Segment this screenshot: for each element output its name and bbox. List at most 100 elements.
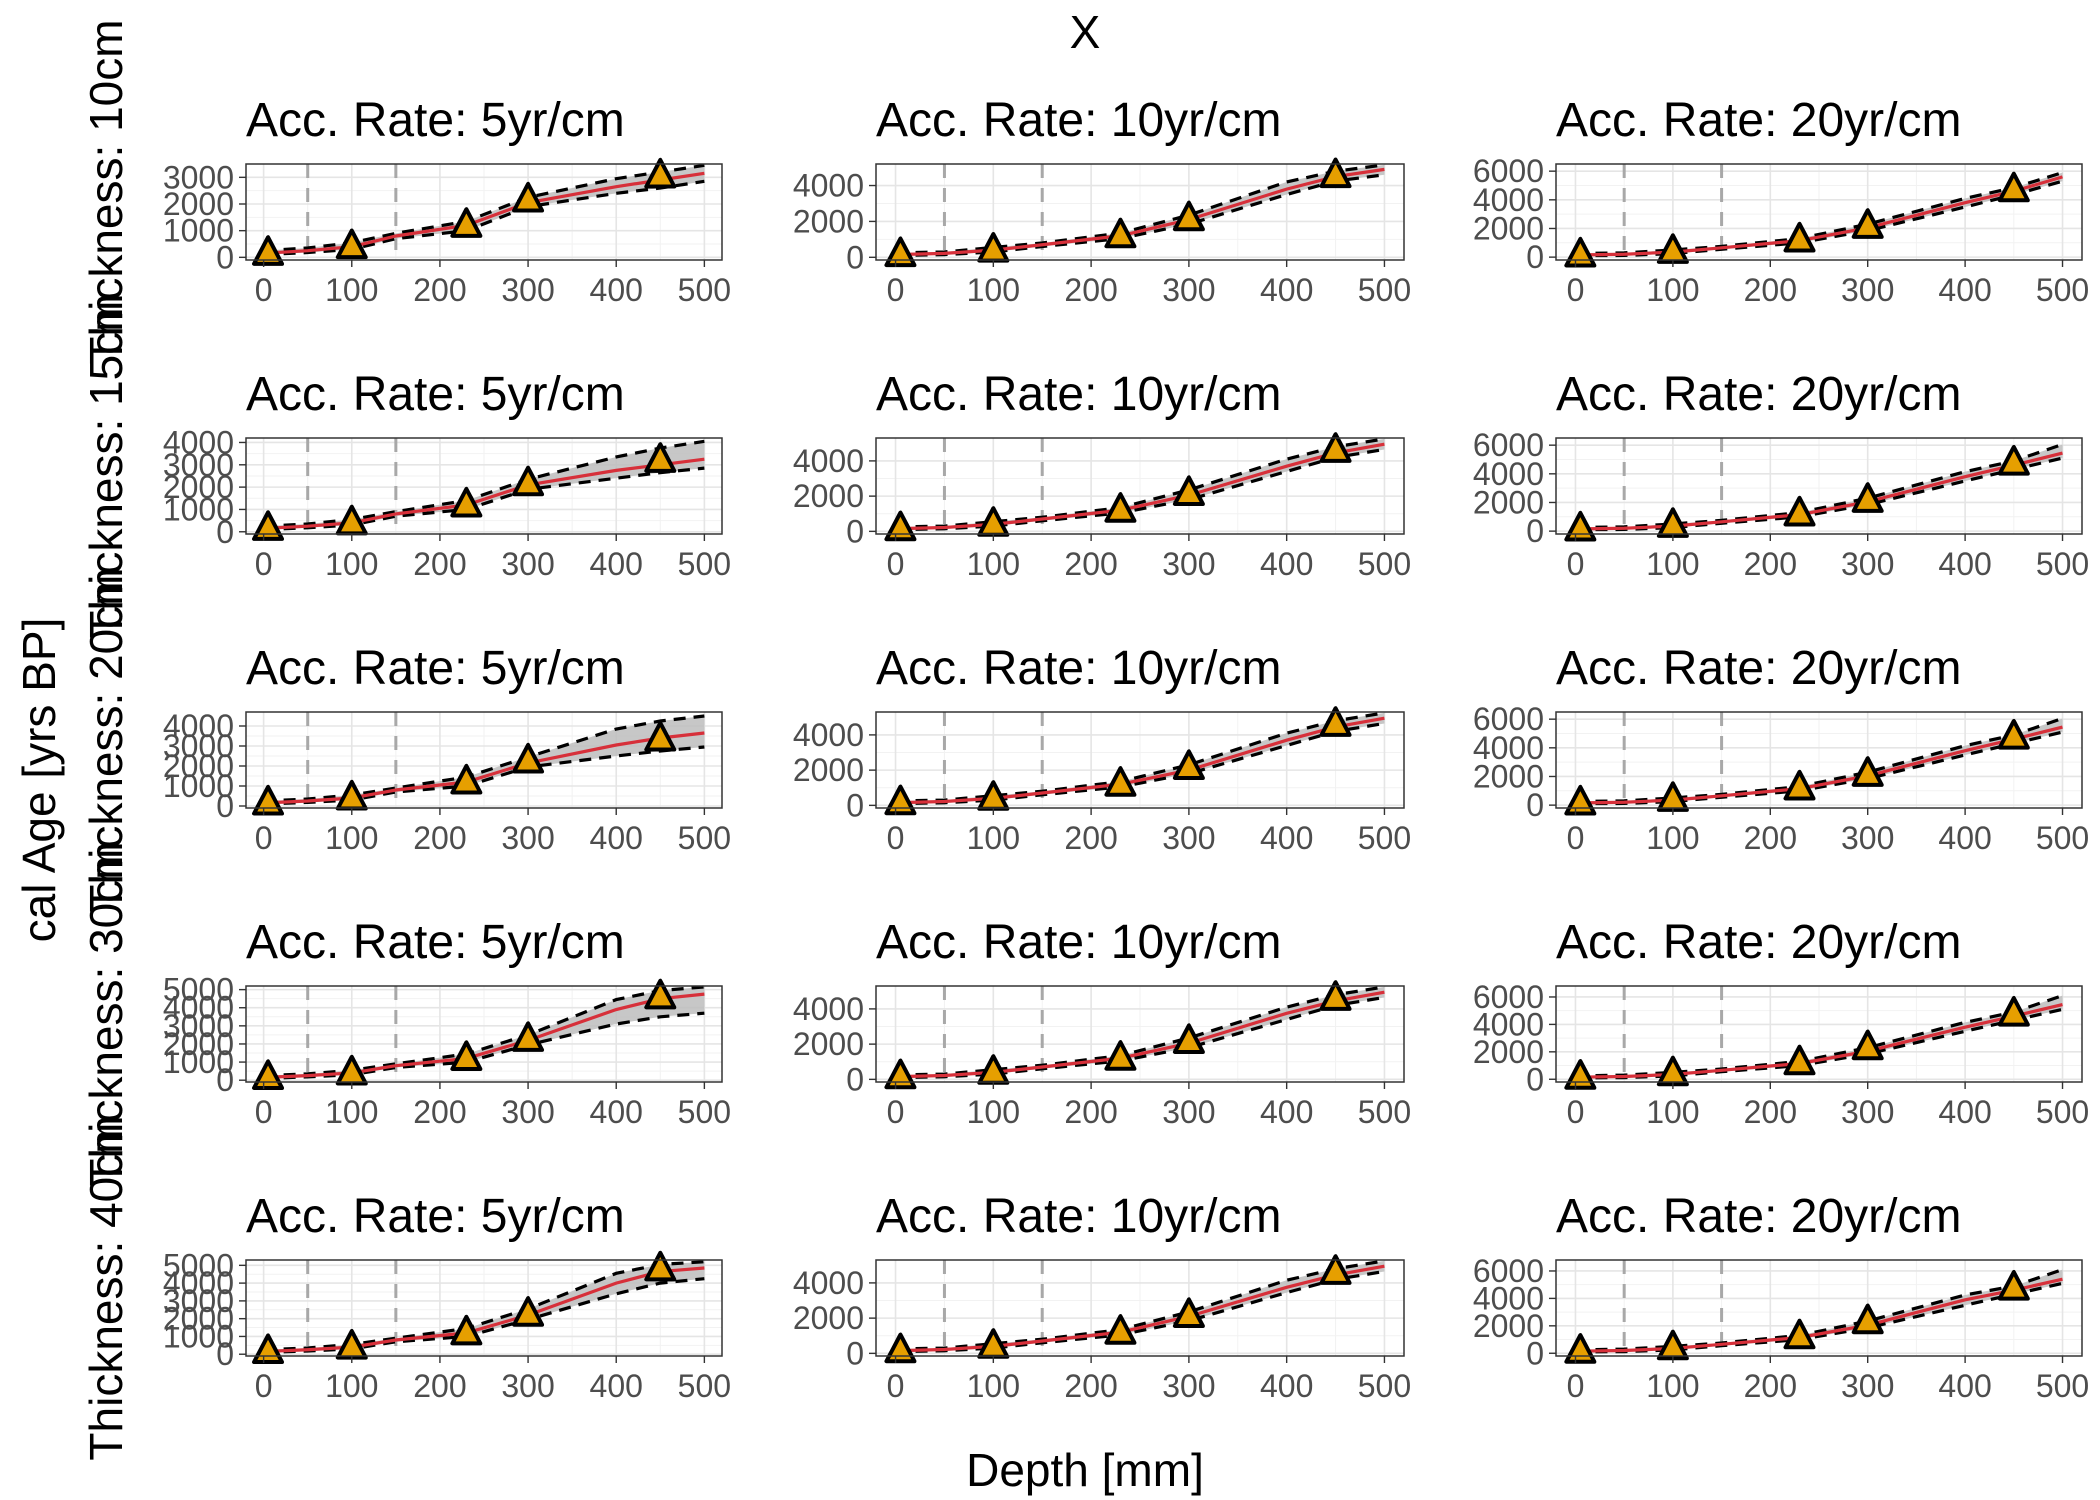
date-marker [1319, 1254, 1352, 1285]
y-tick-label: 2000 [793, 752, 864, 788]
date-marker [1319, 980, 1352, 1011]
date-marker [884, 510, 917, 542]
row-label: Thickness: 40cm [80, 1115, 132, 1460]
panel-r2-c1: Acc. Rate: 10yr/cm0 100 200 300 400 500020004… [793, 642, 1411, 856]
x-tick-label: 300 [1841, 820, 1894, 856]
panel-strip-title: Acc. Rate: 20yr/cm [1556, 368, 1961, 421]
x-tick-label: 100 [1646, 820, 1699, 856]
panel-strip-title: Acc. Rate: 5yr/cm [246, 916, 625, 969]
x-tick-label: 100 [1646, 1368, 1699, 1404]
x-tick-label: 500 [678, 546, 731, 582]
x-tick-label: 100 [325, 272, 378, 308]
x-tick-label: 400 [590, 1368, 643, 1404]
x-tick-label: 400 [1938, 820, 1991, 856]
x-tick-label: 200 [1744, 546, 1797, 582]
x-tick-label: 200 [413, 272, 466, 308]
panel-strip-title: Acc. Rate: 10yr/cm [876, 916, 1281, 969]
panel-frame [1555, 711, 2083, 809]
x-tick-label: 100 [967, 546, 1020, 582]
x-tick-label: 100 [1646, 272, 1699, 308]
date-marker [1851, 208, 1884, 239]
y-tick-label: 4000 [163, 1265, 234, 1301]
date-marker [1564, 1059, 1597, 1090]
x-tick-label: 100 [325, 546, 378, 582]
date-marker [1997, 996, 2030, 1027]
y-tick-label: 2000 [1473, 210, 1544, 246]
x-tick-label: 200 [413, 1094, 466, 1130]
y-tick-label: 4000 [793, 1265, 864, 1301]
y-tick-label: 2000 [163, 1026, 234, 1062]
date-marker [884, 236, 917, 268]
date-marker [884, 1332, 917, 1364]
x-tick-label: 0 [887, 1368, 905, 1404]
panel-frame [245, 437, 723, 535]
date-marker [1104, 766, 1137, 797]
date-marker [512, 742, 545, 774]
x-axis-title: Depth [mm] [966, 1444, 1204, 1496]
x-tick-label: 300 [1162, 272, 1215, 308]
y-tick-label: 6000 [1473, 979, 1544, 1015]
y-tick-label: 4000 [1473, 456, 1544, 492]
panel-strip-title: Acc. Rate: 20yr/cm [1556, 1190, 1961, 1243]
date-marker [1104, 492, 1137, 523]
panel-frame [1555, 437, 2083, 535]
x-tick-label: 500 [1358, 1368, 1411, 1404]
x-tick-label: 200 [1064, 272, 1117, 308]
date-marker [450, 207, 483, 238]
panel-frame [245, 1259, 723, 1357]
date-marker [1564, 784, 1597, 816]
date-marker [512, 465, 545, 497]
date-marker [1783, 1044, 1816, 1076]
date-marker [1851, 1029, 1884, 1061]
x-tick-label: 200 [1064, 820, 1117, 856]
date-marker [1319, 432, 1352, 463]
x-tick-label: 300 [501, 546, 554, 582]
x-tick-label: 300 [501, 272, 554, 308]
x-tick-label: 0 [255, 820, 273, 856]
panel-r0-c2: Acc. Rate: 20yr/cm0 100 200 300 400 500020004… [1473, 94, 2089, 308]
y-tick-label: 0 [216, 239, 234, 275]
panel-strip-title: Acc. Rate: 10yr/cm [876, 94, 1281, 147]
y-tick-label: 3000 [163, 728, 234, 764]
y-tick-label: 6000 [1473, 427, 1544, 463]
date-marker [644, 720, 677, 752]
date-marker [1997, 171, 2030, 203]
x-tick-label: 400 [590, 546, 643, 582]
y-tick-label: 2000 [163, 186, 234, 222]
date-marker [1104, 1314, 1137, 1345]
x-tick-label: 0 [1567, 820, 1585, 856]
y-tick-label: 0 [846, 1335, 864, 1371]
panel-r1-c0: Acc. Rate: 5yr/cm0 100 200 300 400 5000100020… [163, 368, 731, 582]
x-tick-label: 200 [413, 546, 466, 582]
x-tick-label: 0 [1567, 1094, 1585, 1130]
x-tick-label: 100 [325, 1094, 378, 1130]
y-tick-label: 4000 [1473, 730, 1544, 766]
x-tick-label: 500 [2036, 546, 2089, 582]
x-tick-label: 500 [678, 1094, 731, 1130]
y-tick-label: 2000 [163, 1301, 234, 1337]
y-tick-label: 0 [216, 788, 234, 824]
x-tick-label: 500 [678, 1368, 731, 1404]
x-tick-label: 200 [413, 820, 466, 856]
x-tick-label: 500 [1358, 272, 1411, 308]
x-tick-label: 200 [1744, 1368, 1797, 1404]
date-marker [1783, 769, 1816, 801]
y-tick-label: 5000 [163, 1247, 234, 1283]
panel-frame [875, 711, 1405, 809]
uncertainty-band [263, 165, 705, 255]
x-tick-label: 0 [1567, 1368, 1585, 1404]
y-tick-label: 2000 [1473, 1034, 1544, 1070]
y-tick-label: 5000 [163, 972, 234, 1008]
date-marker [644, 157, 677, 189]
date-marker [252, 510, 285, 541]
x-tick-label: 400 [1938, 546, 1991, 582]
panel-frame [1555, 163, 2083, 261]
x-tick-label: 300 [1162, 1368, 1215, 1404]
y-tick-label: 0 [216, 1336, 234, 1372]
y-tick-label: 0 [846, 513, 864, 549]
x-tick-label: 100 [967, 1094, 1020, 1130]
y-tick-label: 0 [1526, 239, 1544, 275]
date-marker [1172, 200, 1205, 232]
x-tick-label: 400 [1260, 820, 1313, 856]
x-tick-label: 0 [255, 546, 273, 582]
